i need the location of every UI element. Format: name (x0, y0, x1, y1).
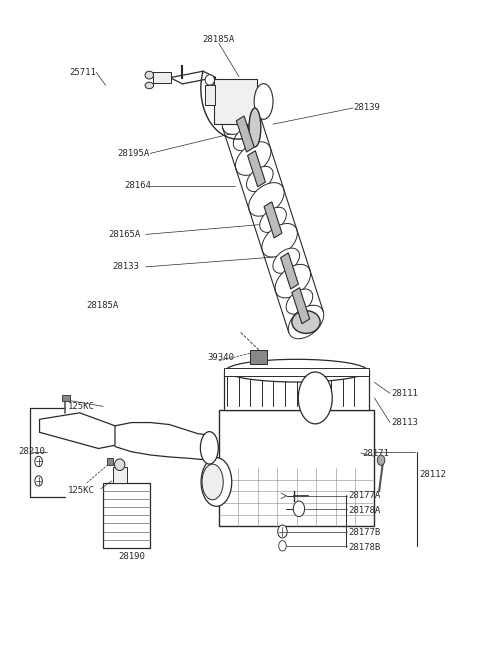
Bar (219, 409, 374, 526)
Text: 125KC: 125KC (68, 486, 95, 495)
Ellipse shape (273, 248, 300, 273)
Text: 28113: 28113 (391, 418, 418, 427)
Bar (236, 116, 254, 152)
Ellipse shape (145, 82, 154, 89)
Text: 28190: 28190 (118, 553, 145, 561)
Bar (248, 150, 265, 187)
Text: 125KC: 125KC (68, 402, 95, 411)
Text: 28171: 28171 (362, 449, 389, 457)
Text: 28178B: 28178B (348, 543, 381, 552)
Bar (103, 483, 150, 548)
Bar (204, 85, 215, 104)
Ellipse shape (202, 464, 223, 500)
Text: 28178A: 28178A (348, 506, 381, 514)
Bar (225, 371, 369, 409)
Circle shape (278, 525, 287, 538)
Bar (225, 368, 369, 376)
Ellipse shape (253, 187, 280, 212)
Ellipse shape (279, 269, 306, 294)
Ellipse shape (292, 311, 320, 333)
Bar (214, 79, 256, 124)
Ellipse shape (205, 75, 215, 85)
Ellipse shape (254, 83, 273, 120)
Circle shape (293, 501, 305, 516)
Text: 28195A: 28195A (118, 149, 150, 158)
Circle shape (35, 457, 42, 466)
Bar (281, 253, 299, 289)
Ellipse shape (226, 359, 367, 382)
Ellipse shape (200, 432, 218, 464)
Bar (251, 350, 267, 364)
Ellipse shape (260, 207, 287, 233)
Ellipse shape (233, 125, 260, 150)
Text: 28111: 28111 (391, 389, 418, 398)
Circle shape (35, 476, 42, 486)
Text: 28164: 28164 (124, 181, 151, 191)
Bar (62, 395, 70, 401)
Bar (264, 202, 282, 238)
Ellipse shape (262, 223, 298, 257)
Text: 28185A: 28185A (87, 302, 119, 310)
Ellipse shape (286, 289, 313, 314)
Ellipse shape (275, 264, 311, 298)
Bar (107, 458, 113, 464)
Text: 28177A: 28177A (348, 491, 381, 501)
Text: 28185A: 28185A (203, 35, 235, 44)
Bar (153, 72, 171, 83)
Text: 39340: 39340 (208, 353, 235, 362)
Ellipse shape (240, 147, 266, 171)
Bar (292, 288, 310, 324)
Bar (113, 466, 127, 483)
Ellipse shape (201, 458, 232, 507)
Text: 28165A: 28165A (108, 230, 140, 239)
Text: 28112: 28112 (419, 470, 446, 479)
Text: 28139: 28139 (353, 103, 380, 112)
Text: 25711: 25711 (69, 68, 96, 77)
Ellipse shape (293, 309, 319, 334)
Ellipse shape (222, 101, 258, 135)
Ellipse shape (115, 459, 125, 470)
Ellipse shape (288, 306, 324, 339)
Ellipse shape (247, 166, 273, 192)
Ellipse shape (145, 71, 154, 79)
Ellipse shape (249, 183, 284, 216)
Ellipse shape (249, 108, 261, 147)
Text: 28177B: 28177B (348, 528, 381, 537)
Circle shape (377, 455, 385, 465)
Circle shape (279, 541, 286, 551)
Ellipse shape (266, 228, 293, 253)
Ellipse shape (236, 142, 271, 175)
Text: 28133: 28133 (113, 262, 140, 271)
Ellipse shape (227, 105, 253, 130)
Ellipse shape (298, 372, 332, 424)
Text: 28210: 28210 (18, 447, 45, 456)
